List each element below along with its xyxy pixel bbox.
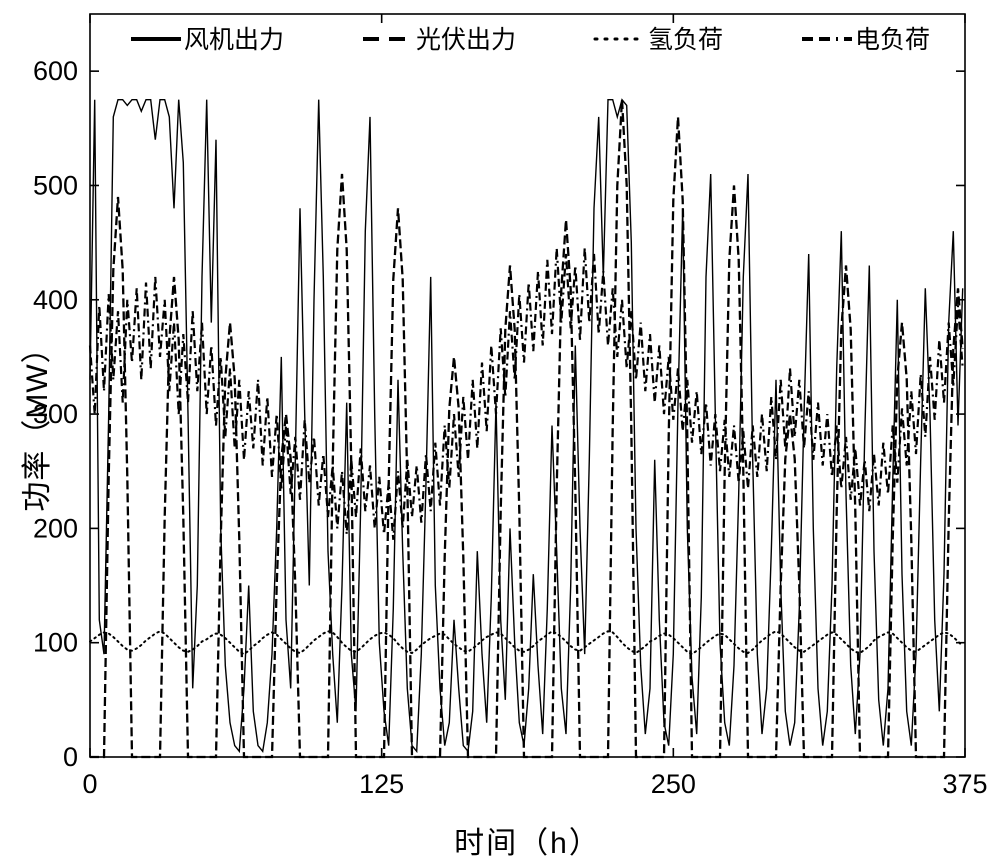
svg-text:500: 500	[33, 170, 78, 200]
svg-text:125: 125	[359, 769, 404, 799]
svg-text:300: 300	[33, 399, 78, 429]
legend-label: 电负荷	[854, 26, 930, 54]
legend-item-pv-output: 光伏出力	[360, 20, 516, 56]
thick-dash-line-icon	[362, 37, 413, 41]
solid-line-icon	[131, 37, 181, 41]
svg-text:0: 0	[63, 742, 78, 772]
legend-item-electric-load: 电负荷	[799, 20, 930, 56]
legend-item-hydrogen-load: 氢负荷	[592, 20, 723, 56]
legend: 风机出力 光伏出力 氢负荷 电负荷	[128, 20, 930, 56]
svg-text:200: 200	[33, 513, 78, 543]
legend-label: 氢负荷	[647, 26, 723, 54]
svg-text:100: 100	[33, 628, 78, 658]
x-axis-title: 时间（h）	[454, 827, 601, 860]
dash-dot-line-icon	[801, 37, 852, 41]
svg-text:0: 0	[82, 769, 97, 799]
legend-label: 光伏出力	[415, 26, 516, 54]
svg-text:600: 600	[33, 56, 78, 86]
svg-text:250: 250	[651, 769, 696, 799]
svg-text:400: 400	[33, 285, 78, 315]
svg-text:375: 375	[942, 769, 987, 799]
y-axis-title: 功率（MW）	[21, 332, 54, 512]
dotted-line-icon	[593, 37, 647, 41]
legend-item-wind-output: 风机出力	[128, 20, 284, 56]
legend-label: 风机出力	[184, 26, 285, 54]
